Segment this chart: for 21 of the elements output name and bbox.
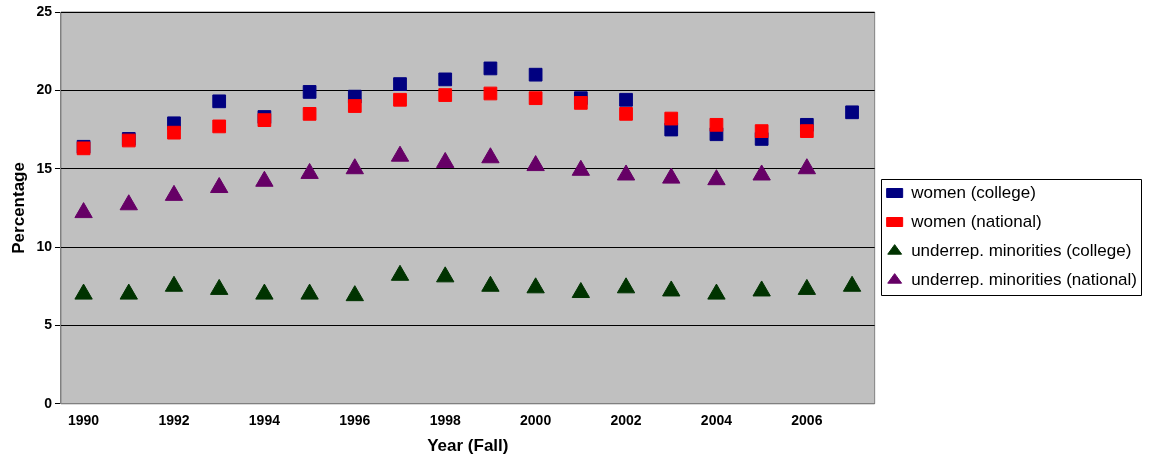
y-tick-label: 10 [36, 237, 53, 254]
legend-label: women (national) [910, 211, 1042, 231]
legend-label: underrep. minorities (college) [911, 240, 1132, 260]
y-tick-label: 5 [44, 316, 53, 333]
x-tick-label: 1998 [429, 412, 461, 429]
y-tick-label: 25 [36, 2, 53, 19]
x-axis-title: Year (Fall) [427, 436, 509, 456]
x-tick-label: 1990 [68, 412, 100, 429]
x-tick-label: 2002 [610, 412, 642, 429]
x-tick-label: 2006 [791, 412, 823, 429]
y-axis-title: Percentage [8, 162, 28, 254]
y-tick-label: 20 [36, 81, 53, 98]
x-tick-label: 1994 [248, 412, 281, 429]
x-tick-label: 1996 [339, 412, 371, 429]
x-tick-label: 2000 [520, 412, 552, 429]
y-tick-label: 0 [44, 394, 53, 411]
y-tick-label: 15 [36, 159, 53, 176]
x-tick-label: 2004 [700, 412, 733, 429]
x-tick-label: 1992 [158, 412, 190, 429]
legend-label: underrep. minorities (national) [911, 269, 1138, 289]
legend-label: women (college) [910, 182, 1036, 202]
